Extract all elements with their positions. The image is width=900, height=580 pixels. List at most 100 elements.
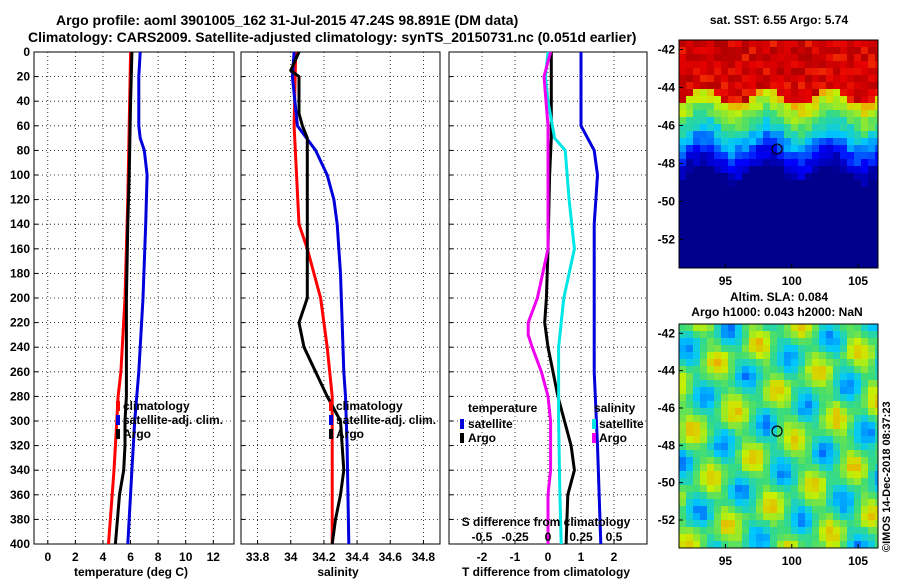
sst-map-cell bbox=[791, 194, 798, 201]
sla-map-cell bbox=[847, 436, 854, 443]
sla-map-cell bbox=[819, 499, 826, 506]
sst-map-cell bbox=[847, 187, 854, 194]
sla-map-cell bbox=[875, 331, 878, 338]
sla-map-cell bbox=[826, 492, 833, 499]
sst-map-cell bbox=[875, 215, 878, 222]
sla-map-cell bbox=[742, 527, 749, 534]
sst-map-cell bbox=[749, 250, 756, 257]
sst-map-cell bbox=[868, 110, 875, 117]
sst-map-cell bbox=[784, 96, 791, 103]
sst-map-cell bbox=[875, 236, 878, 243]
sst-map-cell bbox=[875, 124, 878, 131]
sla-map-cell bbox=[700, 443, 707, 450]
sst-map-cell bbox=[707, 166, 714, 173]
sla-map-cell bbox=[686, 513, 693, 520]
sla-map-cell bbox=[826, 331, 833, 338]
sst-map-cell bbox=[791, 75, 798, 82]
sla-map-cell bbox=[700, 373, 707, 380]
sla-map-cell bbox=[847, 422, 854, 429]
sst-map-cell bbox=[777, 110, 784, 117]
sla-map-cell bbox=[693, 415, 700, 422]
sla-map-cell bbox=[854, 401, 861, 408]
sla-map-cell bbox=[763, 408, 770, 415]
sst-map-cell bbox=[875, 117, 878, 124]
sst-map-cell bbox=[861, 89, 868, 96]
sla-map-cell bbox=[791, 422, 798, 429]
sla-map-cell bbox=[693, 527, 700, 534]
sla-map-cell bbox=[714, 394, 721, 401]
sla-map-cell bbox=[728, 478, 735, 485]
sst-map-cell bbox=[819, 159, 826, 166]
sla-map-cell bbox=[707, 394, 714, 401]
sla-map-cell bbox=[833, 352, 840, 359]
sla-map-cell bbox=[728, 541, 735, 548]
sst-map-cell bbox=[777, 89, 784, 96]
sst-map-cell bbox=[721, 243, 728, 250]
sla-map-cell bbox=[833, 429, 840, 436]
sla-map-cell bbox=[763, 324, 770, 331]
sla-map-cell bbox=[770, 380, 777, 387]
sst-map-cell bbox=[763, 89, 770, 96]
sla-map-cell bbox=[749, 429, 756, 436]
temp-legend-label: climatology bbox=[123, 399, 190, 413]
sla-map-cell bbox=[714, 429, 721, 436]
sst-map-cell bbox=[714, 117, 721, 124]
sla-map-cell bbox=[798, 401, 805, 408]
sst-map-cell bbox=[756, 103, 763, 110]
sst-map-cell bbox=[770, 250, 777, 257]
sst-map-cell bbox=[749, 82, 756, 89]
sla-map-cell bbox=[693, 457, 700, 464]
sla-map-cell bbox=[686, 464, 693, 471]
sla-map-cell bbox=[777, 527, 784, 534]
sla-map-cell bbox=[749, 408, 756, 415]
sla-map-cell bbox=[798, 499, 805, 506]
sla-map-cell bbox=[679, 331, 686, 338]
sst-map-cell bbox=[847, 257, 854, 264]
sst-map-cell bbox=[728, 47, 735, 54]
sst-map-cell bbox=[798, 68, 805, 75]
sst-map-cell bbox=[805, 264, 812, 268]
sst-map-cell bbox=[707, 250, 714, 257]
sst-map-cell bbox=[686, 96, 693, 103]
sla-map-cell bbox=[721, 520, 728, 527]
sst-map-cell bbox=[693, 152, 700, 159]
sst-map-cell bbox=[756, 145, 763, 152]
temp-ytick-label: 220 bbox=[10, 316, 30, 330]
sla-map-cell bbox=[770, 373, 777, 380]
sst-map-cell bbox=[819, 201, 826, 208]
sst-map-cell bbox=[826, 61, 833, 68]
sla-map-cell bbox=[854, 359, 861, 366]
sst-map-cell bbox=[728, 117, 735, 124]
sla-map-cell bbox=[735, 541, 742, 548]
sst-map-cell bbox=[679, 257, 686, 264]
diff-top-tick-label: 0.5 bbox=[606, 530, 623, 544]
sst-map-cell bbox=[714, 47, 721, 54]
sla-map-cell bbox=[777, 394, 784, 401]
sst-map-cell bbox=[847, 159, 854, 166]
sla-map-cell bbox=[686, 408, 693, 415]
diff-xtick-label: 2 bbox=[611, 550, 618, 564]
sst-map-cell bbox=[875, 47, 878, 54]
sla-map-cell bbox=[847, 499, 854, 506]
sla-map-cell bbox=[700, 541, 707, 548]
sla-map-cell bbox=[742, 450, 749, 457]
sst-map-cell bbox=[875, 243, 878, 250]
sst-map-cell bbox=[693, 243, 700, 250]
sla-map-cell bbox=[833, 457, 840, 464]
sla-map-cell bbox=[770, 541, 777, 548]
temp-legend-swatch bbox=[116, 401, 120, 411]
sst-map-cell bbox=[686, 117, 693, 124]
sla-map-cell bbox=[847, 394, 854, 401]
sst-map-cell bbox=[777, 82, 784, 89]
sst-map-cell bbox=[693, 68, 700, 75]
sla-map-cell bbox=[805, 471, 812, 478]
sla-map-cell bbox=[707, 422, 714, 429]
sst-map-cell bbox=[763, 47, 770, 54]
sla-map-cell bbox=[826, 450, 833, 457]
sla-map-cell bbox=[833, 380, 840, 387]
sla-map-cell bbox=[721, 394, 728, 401]
sst-map-cell bbox=[763, 229, 770, 236]
sst-map-cell bbox=[749, 208, 756, 215]
sst-map-cell bbox=[868, 173, 875, 180]
sal-xtick-label: 34.6 bbox=[379, 550, 403, 564]
